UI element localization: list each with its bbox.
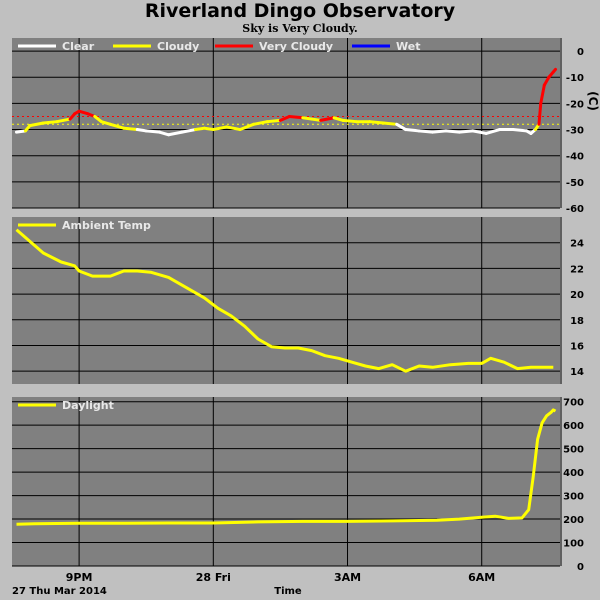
y-tick-label: -40 <box>566 152 584 163</box>
y-tick-label: -10 <box>566 73 584 84</box>
y-tick-label: 16 <box>570 341 584 352</box>
sky-segment <box>278 114 291 122</box>
x-axis-title: Time <box>274 586 302 597</box>
y-tick-label: 0 <box>577 47 584 58</box>
y-tick-label: -60 <box>566 204 584 215</box>
sky-segment <box>122 126 139 132</box>
y-tick-label: 22 <box>570 264 584 275</box>
sky-segment <box>180 128 197 134</box>
sky-segment <box>332 116 345 122</box>
sky-segment <box>368 120 385 125</box>
y-tick-label: 500 <box>563 445 584 456</box>
sky-segment <box>542 75 551 87</box>
sky-segment <box>484 128 502 135</box>
sky-segment <box>14 129 27 134</box>
sky-segment <box>431 129 448 134</box>
legend-label: Clear <box>62 40 95 53</box>
sky-segment <box>238 122 256 132</box>
sky-segment <box>511 128 528 133</box>
sky-segment <box>310 117 323 122</box>
y-tick-label: 700 <box>563 398 584 409</box>
sky-segment <box>167 130 184 137</box>
y-tick-label: 600 <box>563 421 584 432</box>
sky-segment <box>395 122 408 132</box>
daylight-series-line <box>16 408 557 526</box>
sky-segment <box>99 120 112 126</box>
sky-segment <box>404 128 421 133</box>
y-tick-label: 300 <box>563 492 584 503</box>
sky-segment <box>444 129 461 134</box>
sky-segment <box>319 116 336 122</box>
y-tick-label: 400 <box>563 468 584 479</box>
sky-segment <box>537 101 543 126</box>
y-tick-label: -20 <box>566 99 584 110</box>
ambient-panel: 14 16 18 20 22 24 Ambient Temp <box>12 217 584 384</box>
sky-segment <box>381 121 399 126</box>
sky-segment <box>135 128 148 133</box>
y-tick-label: 200 <box>563 515 584 526</box>
sky-status: Sky is Very Cloudy. <box>242 22 358 35</box>
sky-segment <box>457 129 475 134</box>
y-tick-label: 18 <box>570 316 584 327</box>
sky-segment <box>287 114 305 120</box>
y-tick-label: -30 <box>566 126 584 137</box>
x-tick-label: 28 Fri <box>196 571 231 584</box>
sky-segment <box>41 120 59 125</box>
sky-segment <box>77 109 90 116</box>
x-tick-label: 6AM <box>468 571 495 584</box>
sky-segment <box>225 125 242 132</box>
y-tick-label: -50 <box>566 178 584 189</box>
legend-label: Cloudy <box>157 40 199 53</box>
ambient-plot-area <box>12 217 560 384</box>
legend-label: Daylight <box>62 399 114 412</box>
sky-segment <box>108 122 126 130</box>
legend-label: Wet <box>396 40 420 53</box>
y-tick-label: 24 <box>570 239 584 250</box>
x-tick-label: 9PM <box>66 571 93 584</box>
sky-segment <box>193 126 206 132</box>
daylight-panel: 0 100 200 300 400 500 600 700 Daylight <box>12 397 584 573</box>
y-tick-label: 0 <box>577 562 584 573</box>
y-tick-label: 14 <box>570 367 584 378</box>
sky-panel: 0 -10 -20 -30 -40 -50 -60 Clear Cloudy Very Cloud… <box>12 38 600 215</box>
page-title: Riverland Dingo Observatory <box>144 0 456 22</box>
sky-segment <box>551 67 558 74</box>
y-tick-label: 100 <box>563 539 584 550</box>
y-tick-label: 20 <box>570 290 584 301</box>
sky-segment <box>265 118 282 124</box>
sky-segment <box>539 83 546 105</box>
sky-segment <box>158 130 171 137</box>
x-tick-label: 3AM <box>334 571 361 584</box>
sky-segment <box>301 116 314 121</box>
sky-segment <box>417 129 435 134</box>
legend-label: Ambient Temp <box>62 219 151 232</box>
ambient-series-line <box>15 228 554 373</box>
sky-segment <box>471 129 488 135</box>
legend-label: Very Cloudy <box>259 40 333 53</box>
sky-segment <box>144 129 162 134</box>
sky-plot-area <box>12 38 560 208</box>
sky-segment <box>28 121 45 128</box>
sky-segment <box>202 126 215 132</box>
sky-segment <box>341 118 358 124</box>
daylight-plot-area <box>12 397 560 566</box>
sky-segment <box>55 117 72 124</box>
sky-segment <box>252 120 269 126</box>
sky-segment <box>211 125 229 132</box>
unit-label: (C) <box>586 91 600 111</box>
date-label: 27 Thu Mar 2014 <box>12 586 107 597</box>
